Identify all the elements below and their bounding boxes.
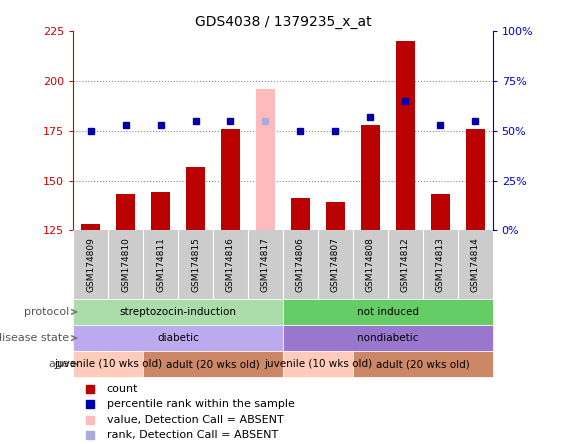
Text: GSM174810: GSM174810 xyxy=(121,237,130,292)
Bar xyxy=(283,325,493,351)
Text: disease state: disease state xyxy=(0,333,69,343)
Text: GSM174816: GSM174816 xyxy=(226,237,235,292)
Text: GSM174807: GSM174807 xyxy=(331,237,340,292)
Text: rank, Detection Call = ABSENT: rank, Detection Call = ABSENT xyxy=(107,430,278,440)
Bar xyxy=(291,198,310,230)
Bar xyxy=(73,325,283,351)
Bar xyxy=(466,129,485,230)
Text: adult (20 wks old): adult (20 wks old) xyxy=(376,359,470,369)
Bar xyxy=(353,351,493,377)
Text: GSM174806: GSM174806 xyxy=(296,237,305,292)
Bar xyxy=(361,125,380,230)
Bar xyxy=(396,41,415,230)
Bar xyxy=(81,224,100,230)
Bar xyxy=(143,351,283,377)
Bar xyxy=(431,194,450,230)
Text: nondiabetic: nondiabetic xyxy=(357,333,418,343)
Text: GSM174808: GSM174808 xyxy=(366,237,375,292)
Text: juvenile (10 wks old): juvenile (10 wks old) xyxy=(54,359,162,369)
Text: GSM174809: GSM174809 xyxy=(86,237,95,292)
Text: protocol: protocol xyxy=(24,307,69,317)
Bar xyxy=(116,194,135,230)
Text: adult (20 wks old): adult (20 wks old) xyxy=(166,359,260,369)
Text: GSM174815: GSM174815 xyxy=(191,237,200,292)
Text: percentile rank within the sample: percentile rank within the sample xyxy=(107,399,294,409)
Bar xyxy=(326,202,345,230)
Text: GSM174817: GSM174817 xyxy=(261,237,270,292)
Text: age: age xyxy=(48,359,69,369)
Title: GDS4038 / 1379235_x_at: GDS4038 / 1379235_x_at xyxy=(195,15,371,29)
Bar xyxy=(186,166,205,230)
Text: not induced: not induced xyxy=(357,307,419,317)
Bar xyxy=(151,193,170,230)
Bar xyxy=(73,351,143,377)
Text: count: count xyxy=(107,384,138,393)
Bar xyxy=(221,129,240,230)
Text: GSM174813: GSM174813 xyxy=(436,237,445,292)
Text: diabetic: diabetic xyxy=(157,333,199,343)
Text: GSM174812: GSM174812 xyxy=(401,237,410,292)
Text: GSM174814: GSM174814 xyxy=(471,237,480,292)
Text: value, Detection Call = ABSENT: value, Detection Call = ABSENT xyxy=(107,415,284,424)
Bar xyxy=(256,89,275,230)
Bar xyxy=(283,351,353,377)
Text: juvenile (10 wks old): juvenile (10 wks old) xyxy=(264,359,372,369)
Text: GSM174811: GSM174811 xyxy=(156,237,165,292)
Bar xyxy=(283,299,493,325)
Bar xyxy=(73,299,283,325)
Text: streptozocin-induction: streptozocin-induction xyxy=(119,307,236,317)
